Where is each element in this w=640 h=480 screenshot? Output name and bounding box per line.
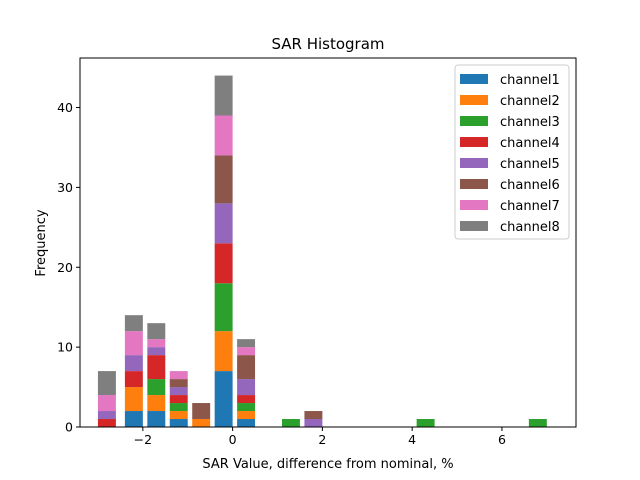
bar-channel5-bin-6 (237, 379, 256, 396)
bars-layer (97, 75, 547, 427)
ticks-layer: −2 0 2 4 6 0 10 20 30 40 (57, 100, 506, 447)
bar-channel8-bin-1 (124, 315, 143, 332)
chart-title: SAR Histogram (271, 35, 384, 53)
bar-channel3-bin-7 (281, 419, 300, 427)
x-tick-label: 2 (318, 432, 326, 447)
x-axis-label: SAR Value, difference from nominal, % (202, 457, 453, 472)
legend-label-channel4: channel4 (500, 136, 560, 151)
bar-channel7-bin-6 (237, 347, 256, 356)
bar-channel7-bin-3 (169, 371, 188, 380)
bar-channel6-bin-8 (304, 411, 323, 420)
legend-label-channel3: channel3 (500, 115, 560, 130)
legend-label-channel2: channel2 (500, 94, 560, 109)
bar-channel1-bin-5 (214, 371, 233, 427)
legend-swatch-channel4 (460, 137, 488, 147)
bar-channel8-bin-5 (214, 75, 233, 116)
bar-channel3-bin-10 (528, 419, 547, 427)
bar-channel5-bin-5 (214, 203, 233, 244)
bar-channel5-bin-2 (147, 347, 166, 356)
bar-channel3-bin-9 (416, 419, 435, 427)
bar-channel3-bin-3 (169, 403, 188, 412)
legend-swatch-channel3 (460, 116, 488, 126)
legend-swatch-channel1 (460, 74, 488, 84)
x-tick-label: 4 (408, 432, 416, 447)
bar-channel2-bin-3 (169, 411, 188, 420)
bar-channel5-bin-1 (124, 355, 143, 372)
bar-channel8-bin-6 (237, 339, 256, 348)
bar-channel4-bin-3 (169, 395, 188, 404)
bar-channel4-bin-5 (214, 243, 233, 284)
legend-label-channel7: channel7 (500, 199, 560, 214)
bar-channel2-bin-4 (192, 419, 211, 427)
bar-channel7-bin-1 (124, 331, 143, 356)
bar-channel1-bin-2 (147, 411, 166, 427)
bar-channel2-bin-2 (147, 395, 166, 412)
x-tick-label: 6 (498, 432, 506, 447)
legend-swatch-channel5 (460, 158, 488, 168)
bar-channel2-bin-1 (124, 387, 143, 412)
bar-channel6-bin-6 (237, 355, 256, 380)
x-tick-label: −2 (134, 432, 152, 447)
bar-channel1-bin-3 (169, 419, 188, 427)
y-tick-label: 10 (57, 340, 73, 355)
bar-channel4-bin-1 (124, 371, 143, 388)
legend-swatch-channel6 (460, 179, 488, 189)
legend-label-channel8: channel8 (500, 220, 560, 235)
legend-label-channel6: channel6 (500, 178, 560, 193)
plot-frame (79, 57, 577, 428)
bar-channel1-bin-6 (237, 419, 256, 427)
bar-channel6-bin-4 (192, 403, 211, 420)
bar-channel3-bin-6 (237, 403, 256, 412)
y-tick-label: 30 (57, 180, 73, 195)
bar-channel7-bin-5 (214, 115, 233, 156)
bar-channel3-bin-2 (147, 379, 166, 396)
bar-channel5-bin-0 (97, 411, 116, 420)
bar-channel6-bin-5 (214, 155, 233, 204)
bar-channel7-bin-0 (97, 395, 116, 412)
y-tick-label: 0 (65, 420, 73, 435)
bar-channel3-bin-5 (214, 283, 233, 332)
bar-channel1-bin-1 (124, 411, 143, 427)
x-tick-label: 0 (229, 432, 237, 447)
bar-channel4-bin-0 (97, 419, 116, 427)
bar-channel5-bin-8 (304, 419, 323, 427)
legend-swatch-channel8 (460, 221, 488, 231)
y-tick-label: 20 (57, 260, 73, 275)
legend-swatch-channel2 (460, 95, 488, 105)
legend-swatch-channel7 (460, 200, 488, 210)
bar-channel4-bin-6 (237, 395, 256, 404)
bar-channel7-bin-2 (147, 339, 166, 348)
bar-channel6-bin-3 (169, 379, 188, 388)
legend-box (454, 64, 570, 240)
bar-channel2-bin-5 (214, 331, 233, 372)
bar-channel8-bin-0 (97, 371, 116, 396)
bar-channel5-bin-3 (169, 387, 188, 396)
bar-channel8-bin-2 (147, 323, 166, 340)
bar-channel4-bin-2 (147, 355, 166, 380)
y-axis-label: Frequency (34, 209, 49, 276)
bar-channel2-bin-6 (237, 411, 256, 420)
legend-label-channel5: channel5 (500, 157, 560, 172)
y-tick-label: 40 (57, 100, 73, 115)
legend-label-channel1: channel1 (500, 73, 560, 88)
legend: channel1 channel2 channel3 channel4 channel5… (454, 64, 570, 240)
